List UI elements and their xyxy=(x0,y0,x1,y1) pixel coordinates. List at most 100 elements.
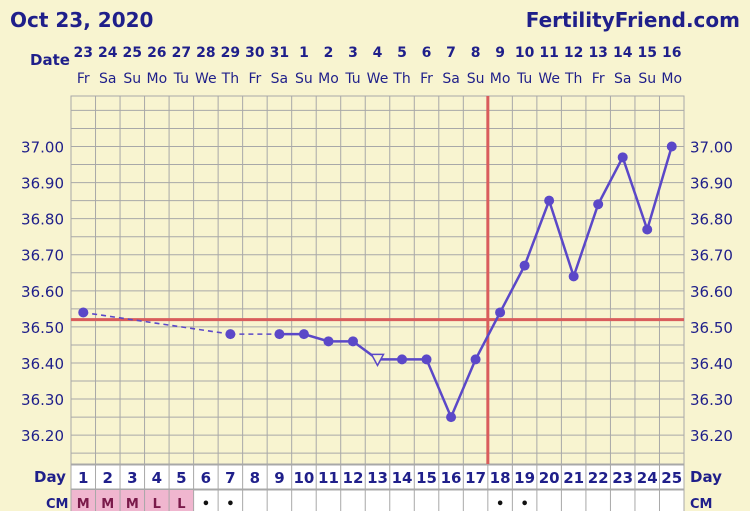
day-number: 4 xyxy=(152,469,162,487)
weekday-label: Th xyxy=(564,71,582,87)
temperature-point xyxy=(446,412,457,423)
date-label: 12 xyxy=(564,45,583,61)
date-label: 2 xyxy=(324,45,334,61)
y-tick-label-left: 37.00 xyxy=(21,139,64,157)
day-number: 13 xyxy=(367,469,388,487)
date-label: 26 xyxy=(147,45,166,61)
temperature-point xyxy=(274,329,285,340)
temperature-point xyxy=(78,307,89,318)
y-tick-label-right: 36.20 xyxy=(690,427,733,445)
date-row-label: Date xyxy=(30,51,70,69)
y-tick-label-right: 36.50 xyxy=(690,319,733,337)
temperature-point xyxy=(397,354,408,365)
cm-value: • xyxy=(226,497,234,511)
day-number: 20 xyxy=(539,469,560,487)
y-tick-label-left: 36.70 xyxy=(21,247,64,265)
cm-value: • xyxy=(520,497,528,511)
weekday-label: Mo xyxy=(318,71,339,87)
plot-area xyxy=(70,95,685,465)
temperature-point xyxy=(470,354,481,365)
date-label: 24 xyxy=(98,45,118,61)
date-label: 25 xyxy=(123,45,142,61)
date-label: 16 xyxy=(662,45,681,61)
date-label: 15 xyxy=(637,45,656,61)
weekday-label: We xyxy=(195,71,217,87)
temperature-point xyxy=(421,354,432,365)
weekday-label: We xyxy=(367,71,389,87)
y-tick-label-right: 37.00 xyxy=(690,139,733,157)
weekday-label: Sa xyxy=(271,71,288,87)
y-tick-label-left: 36.80 xyxy=(21,211,64,229)
day-number: 3 xyxy=(127,469,137,487)
cm-row-label-left: CM xyxy=(46,497,68,511)
cm-cell-fill xyxy=(95,490,121,511)
cm-value: M xyxy=(101,497,114,511)
day-number: 17 xyxy=(465,469,486,487)
cm-value: M xyxy=(77,497,90,511)
weekday-label: Sa xyxy=(442,71,459,87)
weekday-label: Mo xyxy=(146,71,167,87)
cm-value: M xyxy=(126,497,139,511)
day-number: 16 xyxy=(441,469,462,487)
weekday-label: Sa xyxy=(614,71,631,87)
weekday-label: Mo xyxy=(661,71,682,87)
temperature-point-open xyxy=(370,353,385,367)
weekday-label: Su xyxy=(638,71,656,87)
temperature-point xyxy=(323,336,334,347)
weekday-label: Fr xyxy=(592,71,605,87)
date-label: 23 xyxy=(74,45,93,61)
y-tick-label-left: 36.30 xyxy=(21,391,64,409)
temperature-point xyxy=(568,271,579,282)
weekday-label: Tu xyxy=(516,71,532,87)
date-label: 30 xyxy=(245,45,265,61)
date-label: 8 xyxy=(471,45,481,61)
site-name: FertilityFriend.com xyxy=(525,8,740,32)
day-number: 5 xyxy=(176,469,186,487)
weekday-label: Th xyxy=(221,71,239,87)
cm-cell-fill xyxy=(120,490,145,511)
day-row-box xyxy=(70,464,685,490)
temperature-point xyxy=(666,141,677,152)
day-number: 15 xyxy=(416,469,437,487)
cm-value: L xyxy=(153,497,161,511)
day-number: 22 xyxy=(588,469,609,487)
day-number: 11 xyxy=(318,469,339,487)
temperature-point xyxy=(617,152,628,163)
date-label: 31 xyxy=(270,45,289,61)
y-tick-label-right: 36.40 xyxy=(690,355,733,373)
cm-cell-fill xyxy=(71,490,96,511)
chart-date: Oct 23, 2020 xyxy=(10,8,154,32)
day-number: 8 xyxy=(250,469,260,487)
y-tick-label-right: 36.30 xyxy=(690,391,733,409)
cm-cell-fill xyxy=(169,490,194,511)
weekday-label: Tu xyxy=(173,71,189,87)
y-tick-label-right: 36.70 xyxy=(690,247,733,265)
day-number: 10 xyxy=(294,469,315,487)
day-number: 6 xyxy=(201,469,211,487)
day-row-label-right: Day xyxy=(690,468,722,486)
weekday-label: We xyxy=(538,71,560,87)
weekday-label: Su xyxy=(123,71,141,87)
temperature-point xyxy=(495,307,506,318)
day-number: 14 xyxy=(392,469,413,487)
temperature-point xyxy=(347,336,358,347)
date-label: 5 xyxy=(397,45,407,61)
temperature-point xyxy=(298,329,309,340)
date-label: 14 xyxy=(613,45,633,61)
date-label: 11 xyxy=(539,45,558,61)
date-label: 6 xyxy=(422,45,432,61)
day-number: 24 xyxy=(637,469,658,487)
weekday-label: Sa xyxy=(99,71,116,87)
y-tick-label-left: 36.50 xyxy=(21,319,64,337)
day-number: 23 xyxy=(612,469,633,487)
cm-value: • xyxy=(496,497,504,511)
day-number: 21 xyxy=(563,469,584,487)
date-label: 27 xyxy=(172,45,191,61)
day-number: 1 xyxy=(78,469,88,487)
date-label: 10 xyxy=(515,45,535,61)
date-label: 7 xyxy=(446,45,456,61)
weekday-label: Th xyxy=(392,71,410,87)
weekday-label: Tu xyxy=(344,71,360,87)
cm-value: L xyxy=(177,497,185,511)
